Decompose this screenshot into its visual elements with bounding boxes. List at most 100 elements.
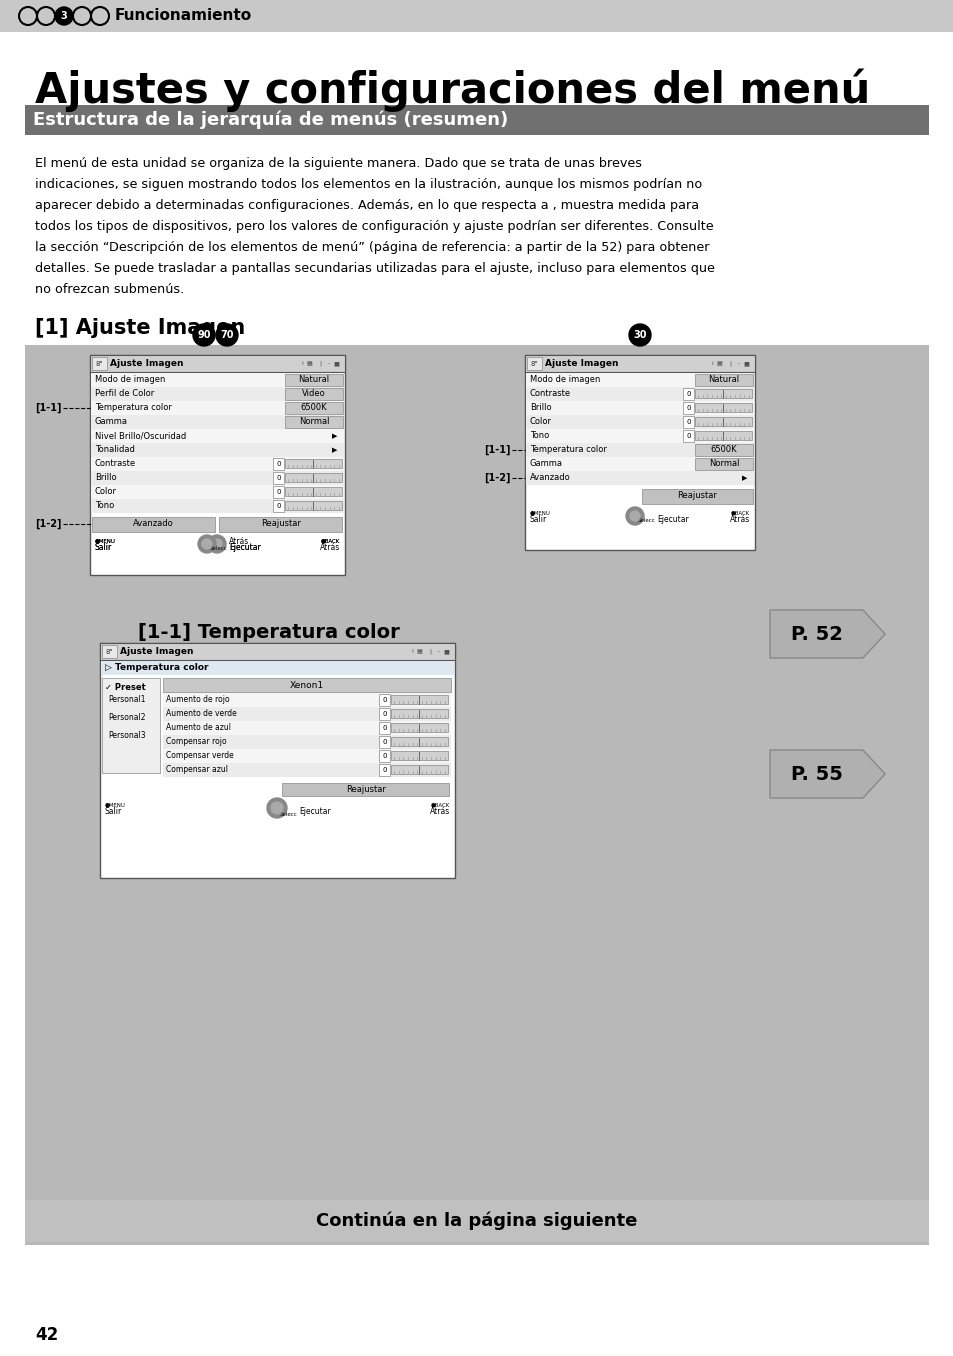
Bar bbox=[273, 458, 284, 471]
Bar bbox=[91, 485, 344, 499]
Bar bbox=[91, 415, 344, 428]
Text: Gamma: Gamma bbox=[95, 418, 128, 427]
Bar bbox=[102, 645, 117, 658]
Text: [1-2]: [1-2] bbox=[483, 473, 510, 483]
Bar bbox=[91, 499, 344, 513]
Text: Temperatura color: Temperatura color bbox=[530, 446, 606, 454]
Circle shape bbox=[212, 538, 222, 549]
Bar bbox=[285, 388, 343, 400]
Text: ▷ Temperatura color: ▷ Temperatura color bbox=[105, 663, 209, 673]
Text: ▶: ▶ bbox=[740, 475, 746, 481]
Text: Salir: Salir bbox=[105, 807, 122, 815]
Bar bbox=[391, 723, 448, 732]
Bar bbox=[101, 660, 454, 675]
Text: Normal: Normal bbox=[708, 460, 739, 469]
Bar bbox=[525, 457, 753, 471]
Circle shape bbox=[215, 324, 237, 346]
Bar bbox=[525, 428, 753, 443]
Text: Atrás: Atrás bbox=[229, 537, 249, 545]
Text: aparecer debido a determinadas configuraciones. Además, en lo que respecta a , m: aparecer debido a determinadas configura… bbox=[35, 199, 699, 212]
Bar bbox=[682, 388, 693, 400]
Text: |: | bbox=[429, 648, 431, 654]
Text: 3: 3 bbox=[61, 11, 68, 20]
Text: Reajustar: Reajustar bbox=[677, 491, 717, 500]
Text: Tono: Tono bbox=[530, 431, 549, 441]
Bar bbox=[163, 721, 451, 735]
Text: Salir: Salir bbox=[95, 542, 112, 552]
Bar bbox=[100, 643, 455, 877]
Text: 0: 0 bbox=[276, 475, 280, 481]
Text: Continúa en la página siguiente: Continúa en la página siguiente bbox=[316, 1212, 637, 1230]
Text: Avanzado: Avanzado bbox=[132, 519, 173, 529]
Text: 90: 90 bbox=[197, 330, 211, 340]
Text: ●MENU: ●MENU bbox=[530, 510, 550, 515]
Bar bbox=[524, 355, 754, 372]
Text: i: i bbox=[301, 361, 303, 366]
Bar bbox=[25, 344, 928, 1245]
Text: 0: 0 bbox=[382, 753, 386, 759]
Text: 30: 30 bbox=[633, 330, 646, 340]
Bar bbox=[102, 678, 160, 773]
Circle shape bbox=[193, 324, 214, 346]
Text: -: - bbox=[737, 361, 740, 366]
Text: detalles. Se puede trasladar a pantallas secundarias utilizadas para el ajuste, : detalles. Se puede trasladar a pantallas… bbox=[35, 262, 714, 275]
Text: 8": 8" bbox=[95, 361, 103, 366]
Text: Selecc: Selecc bbox=[638, 518, 655, 523]
Text: Contraste: Contraste bbox=[530, 389, 571, 399]
Circle shape bbox=[628, 324, 650, 346]
Text: Xenon1: Xenon1 bbox=[290, 681, 324, 689]
Bar bbox=[91, 386, 344, 401]
Text: 0: 0 bbox=[276, 503, 280, 508]
Text: ●MENU: ●MENU bbox=[95, 538, 115, 544]
Bar bbox=[695, 458, 752, 471]
Bar bbox=[525, 373, 753, 386]
Text: 0: 0 bbox=[685, 419, 690, 424]
Text: 6500K: 6500K bbox=[710, 446, 737, 454]
Text: Brillo: Brillo bbox=[95, 473, 116, 483]
Text: Natural: Natural bbox=[708, 376, 739, 385]
Text: 70: 70 bbox=[220, 330, 233, 340]
Text: no ofrezcan submenús.: no ofrezcan submenús. bbox=[35, 283, 184, 296]
Bar bbox=[682, 401, 693, 414]
Text: 0: 0 bbox=[276, 490, 280, 495]
Bar bbox=[100, 643, 455, 660]
Bar bbox=[695, 403, 751, 412]
Bar bbox=[524, 355, 754, 551]
Bar bbox=[378, 721, 390, 734]
Text: Tonalidad: Tonalidad bbox=[95, 446, 134, 454]
Bar bbox=[526, 357, 541, 370]
Circle shape bbox=[208, 536, 226, 553]
Text: ▶: ▶ bbox=[332, 433, 336, 439]
Text: la sección “Descripción de los elementos de menú” (página de referencia: a parti: la sección “Descripción de los elementos… bbox=[35, 241, 709, 254]
Text: Ajustes y configuraciones del menú: Ajustes y configuraciones del menú bbox=[35, 68, 869, 111]
Text: todos los tipos de dispositivos, pero los valores de configuración y ajuste podr: todos los tipos de dispositivos, pero lo… bbox=[35, 220, 713, 233]
Bar bbox=[91, 357, 107, 370]
Text: Personal3: Personal3 bbox=[108, 731, 146, 740]
Text: ■: ■ bbox=[742, 361, 748, 366]
Text: P. 55: P. 55 bbox=[790, 765, 841, 784]
Text: ■: ■ bbox=[442, 650, 449, 654]
Circle shape bbox=[629, 511, 639, 521]
Text: Contraste: Contraste bbox=[95, 460, 136, 469]
Text: 8": 8" bbox=[530, 361, 537, 366]
Bar bbox=[0, 0, 953, 33]
Text: ✓ Preset: ✓ Preset bbox=[105, 683, 146, 693]
Bar bbox=[378, 736, 390, 749]
Text: ▦: ▦ bbox=[716, 361, 721, 366]
Text: Salir: Salir bbox=[95, 542, 112, 552]
Text: ▦: ▦ bbox=[416, 650, 421, 654]
Text: Normal: Normal bbox=[298, 418, 329, 427]
Text: Salir: Salir bbox=[530, 514, 547, 523]
Bar bbox=[682, 416, 693, 428]
Circle shape bbox=[625, 507, 643, 525]
Text: Modo de imagen: Modo de imagen bbox=[530, 376, 599, 385]
Bar bbox=[163, 678, 451, 692]
Bar bbox=[378, 694, 390, 706]
Bar bbox=[91, 373, 344, 386]
Text: Ejecutar: Ejecutar bbox=[229, 542, 260, 552]
Text: 0: 0 bbox=[382, 767, 386, 773]
Text: Funcionamiento: Funcionamiento bbox=[115, 8, 252, 23]
Text: Ejecutar: Ejecutar bbox=[229, 542, 260, 552]
Text: [1-1]: [1-1] bbox=[35, 403, 61, 414]
Polygon shape bbox=[769, 750, 884, 797]
